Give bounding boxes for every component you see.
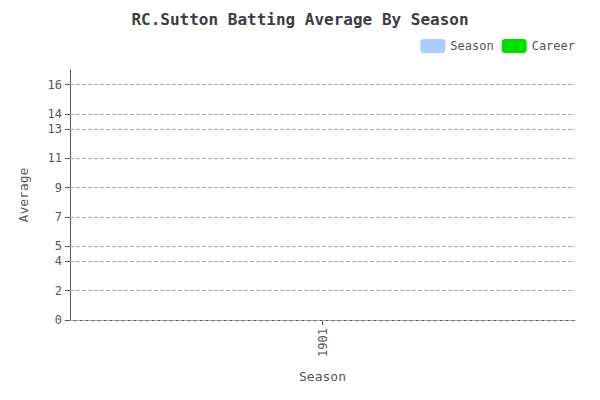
svg-text:RC.Sutton Batting Average By S: RC.Sutton Batting Average By Season	[131, 10, 468, 29]
svg-text:2: 2	[55, 284, 62, 298]
svg-text:11: 11	[48, 151, 62, 165]
svg-text:16: 16	[48, 78, 62, 92]
svg-text:7: 7	[55, 210, 62, 224]
svg-text:Average: Average	[16, 167, 31, 222]
svg-text:9: 9	[55, 181, 62, 195]
svg-text:Season: Season	[450, 39, 493, 53]
svg-text:0: 0	[55, 313, 62, 327]
svg-text:Career: Career	[532, 39, 575, 53]
svg-text:13: 13	[48, 122, 62, 136]
svg-text:14: 14	[48, 107, 62, 121]
svg-text:1901: 1901	[316, 328, 330, 357]
svg-text:5: 5	[55, 239, 62, 253]
svg-text:Season: Season	[299, 369, 346, 384]
svg-text:4: 4	[55, 254, 62, 268]
